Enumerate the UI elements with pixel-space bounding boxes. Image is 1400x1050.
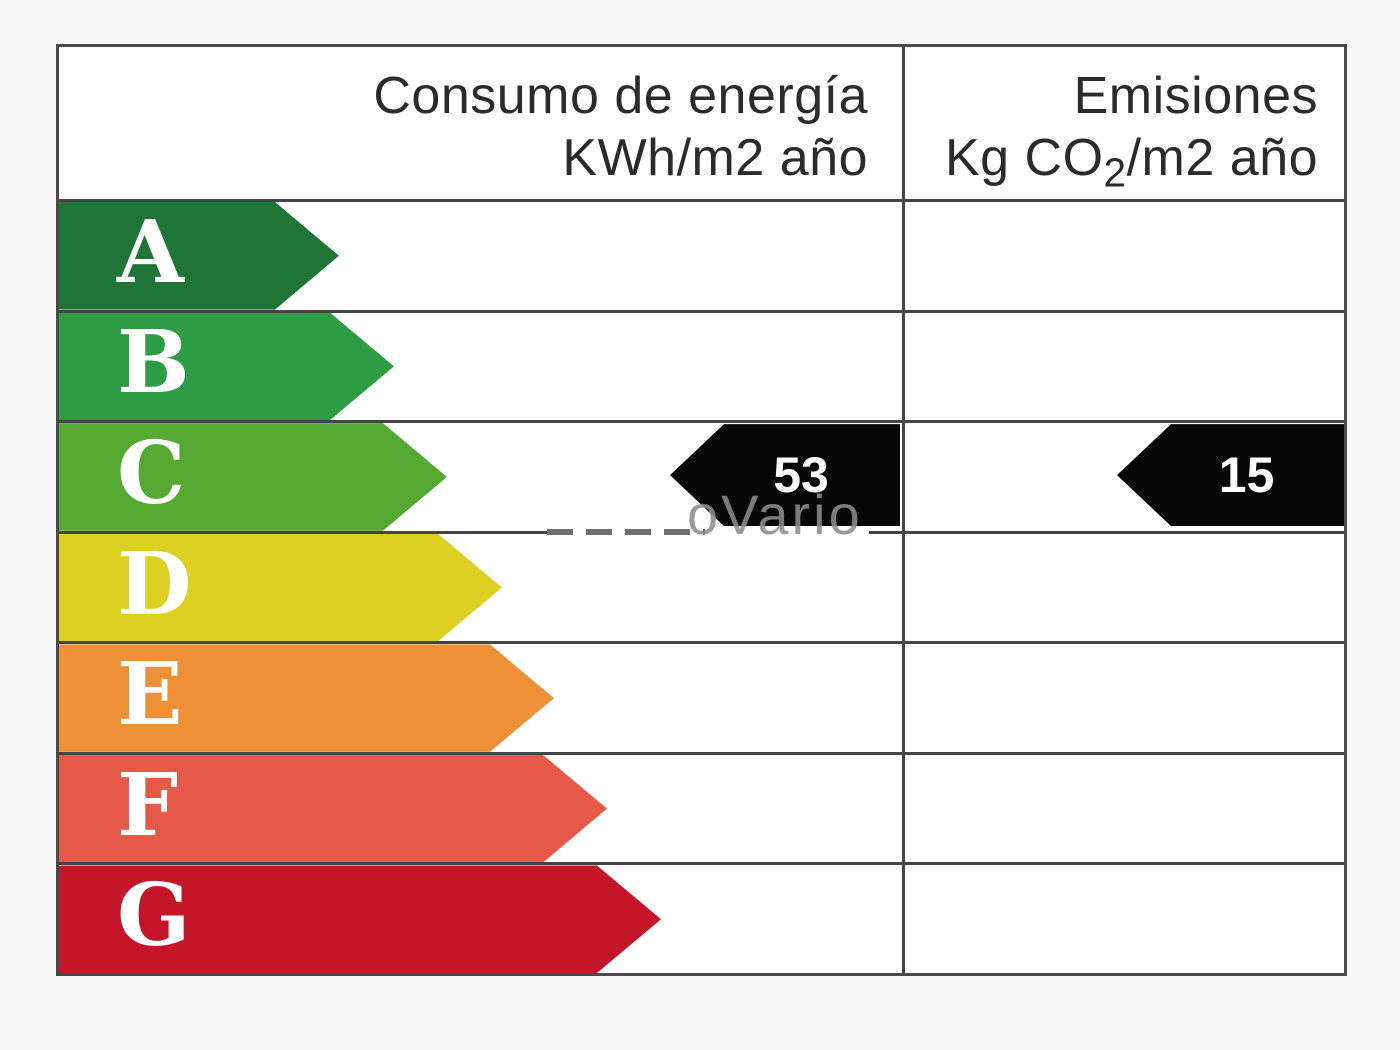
- emissions-value: 15: [1218, 447, 1275, 504]
- emissions-column-header: Emisiones Kg CO2/m2 año: [902, 47, 1344, 199]
- emissions-unit-prefix: Kg CO: [944, 129, 1104, 187]
- emissions-header-line2: Kg CO2/m2 año: [902, 127, 1318, 193]
- grade-letter: C: [117, 422, 186, 524]
- consumption-value-arrow: 53: [670, 424, 900, 527]
- grade-arrow: C: [59, 423, 447, 531]
- grade-letter: E: [117, 644, 183, 746]
- consumption-header-line1: Consumo de energía: [373, 67, 868, 125]
- grade-row-a: A: [59, 199, 1344, 310]
- emissions-unit-suffix: /m2 año: [1126, 129, 1318, 187]
- co2-subscript: 2: [1103, 149, 1127, 196]
- grade-arrow: G: [59, 865, 661, 973]
- column-divider: [902, 47, 905, 973]
- grade-arrow: E: [59, 644, 554, 752]
- watermark-dashes: [547, 529, 705, 535]
- grade-row-f: F: [59, 751, 1344, 863]
- grade-row-b: B: [59, 309, 1344, 421]
- grade-arrow: B: [59, 313, 394, 421]
- consumption-header-line2: KWh/m2 año: [562, 129, 868, 187]
- table-header: Consumo de energía KWh/m2 año Emisiones …: [59, 47, 1344, 199]
- grade-row-g: G: [59, 862, 1344, 973]
- emissions-header-line1: Emisiones: [1073, 67, 1318, 125]
- energy-certificate-table: Consumo de energía KWh/m2 año Emisiones …: [56, 44, 1347, 976]
- watermark-text: oVario: [687, 483, 863, 546]
- grade-letter: G: [117, 865, 191, 967]
- grade-letter: F: [117, 754, 179, 856]
- watermark-line-patch: [547, 528, 869, 538]
- consumption-column-header: Consumo de energía KWh/m2 año: [59, 47, 902, 199]
- consumption-value: 53: [773, 447, 829, 504]
- grade-letter: A: [117, 201, 184, 303]
- emissions-value-arrow: 15: [1117, 424, 1344, 527]
- grade-arrow: A: [59, 202, 339, 310]
- grade-row-d: D: [59, 530, 1344, 642]
- grade-letter: B: [117, 312, 190, 414]
- grade-arrow: F: [59, 755, 607, 863]
- grade-arrow: D: [59, 534, 502, 642]
- grade-letter: D: [117, 533, 192, 635]
- grade-row-c: C: [59, 420, 1344, 531]
- grade-row-e: E: [59, 641, 1344, 752]
